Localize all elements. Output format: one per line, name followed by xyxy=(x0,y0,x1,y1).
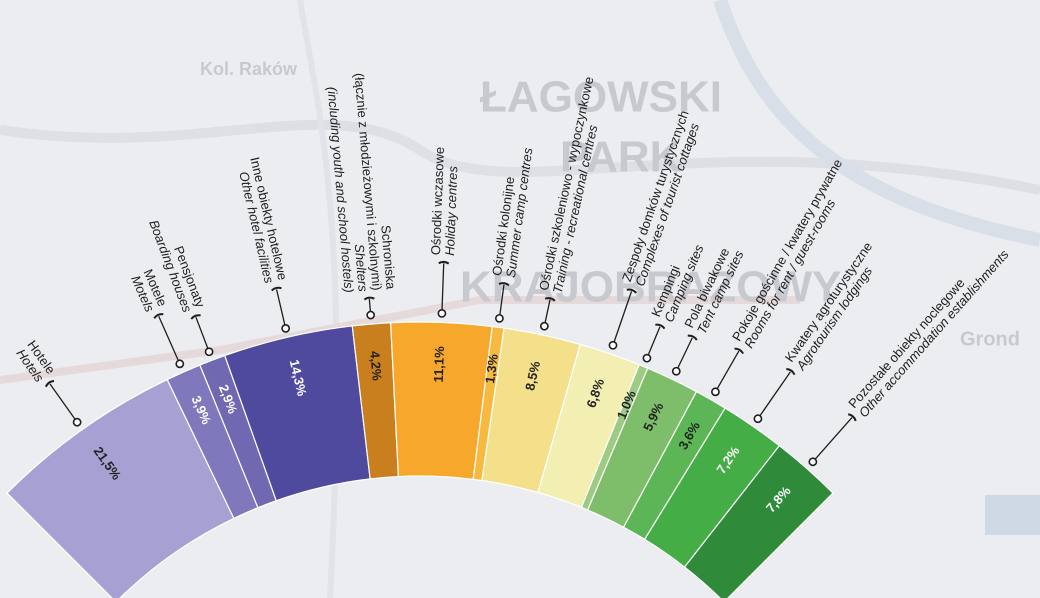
map-label: Grond xyxy=(960,328,1020,350)
leader-line xyxy=(275,289,287,329)
leader-dot xyxy=(753,414,763,424)
leader-line xyxy=(812,417,853,463)
value-label: 1,3% xyxy=(482,353,501,385)
leader-line xyxy=(757,371,791,420)
category-label-en: Holiday centres xyxy=(442,165,460,256)
leader-bracket xyxy=(44,379,55,388)
leader-dot xyxy=(437,309,447,318)
map-road xyxy=(0,296,800,384)
map-river xyxy=(713,0,1040,247)
value-label: 4,2% xyxy=(367,350,384,381)
map-label: KRAJOBRAZOWY xyxy=(460,263,841,312)
label-line: Holiday centres xyxy=(442,165,460,256)
leader-line xyxy=(646,326,661,359)
leader-bracket xyxy=(734,347,745,355)
leader-dot xyxy=(711,387,720,397)
leader-bracket xyxy=(626,288,638,294)
leader-dot xyxy=(808,457,818,467)
slice xyxy=(683,444,834,598)
leader-line xyxy=(543,299,551,327)
leader-line xyxy=(714,350,740,393)
value-label: 8,5% xyxy=(522,359,543,392)
map-label: PARK xyxy=(560,133,682,182)
leader-line xyxy=(675,337,693,372)
label-line: Schroniska xyxy=(378,225,398,291)
leader-dot xyxy=(608,340,618,350)
leader-bracket xyxy=(847,413,857,422)
leader-bracket xyxy=(655,323,666,330)
leader-line xyxy=(441,263,445,314)
label-line: Ośrodki wczasowe xyxy=(428,147,447,256)
leader-dot xyxy=(204,347,214,357)
leader-line xyxy=(195,316,210,353)
leader-bracket xyxy=(153,313,164,319)
leader-line xyxy=(49,383,78,423)
leader-dot xyxy=(175,359,185,369)
leader-dot xyxy=(281,324,291,333)
leader-dot xyxy=(671,366,681,376)
leader-dot xyxy=(366,310,376,320)
map-road xyxy=(0,119,1040,195)
leader-dot xyxy=(539,321,549,331)
leader-line xyxy=(612,291,633,346)
leader-dot xyxy=(642,353,652,363)
leader-bracket xyxy=(363,296,375,301)
leader-bracket xyxy=(687,334,698,341)
leader-bracket xyxy=(544,297,556,302)
label-line: Shelters xyxy=(351,243,370,292)
leader-bracket xyxy=(190,314,201,320)
value-label: 11,1% xyxy=(431,346,447,383)
leader-dot xyxy=(72,417,82,427)
map-label: Kol. Raków xyxy=(200,59,298,79)
leader-bracket xyxy=(438,260,450,265)
map-sign xyxy=(985,495,1040,535)
leader-line xyxy=(158,316,181,365)
leader-line xyxy=(498,284,505,319)
category-label: Ośrodki wczasowe xyxy=(428,147,447,256)
leader-bracket xyxy=(271,286,282,292)
leader-bracket xyxy=(498,282,510,287)
leader-dot xyxy=(495,313,504,323)
leader-bracket xyxy=(786,368,796,376)
map-label: ŁAGOWSKI xyxy=(480,73,722,122)
